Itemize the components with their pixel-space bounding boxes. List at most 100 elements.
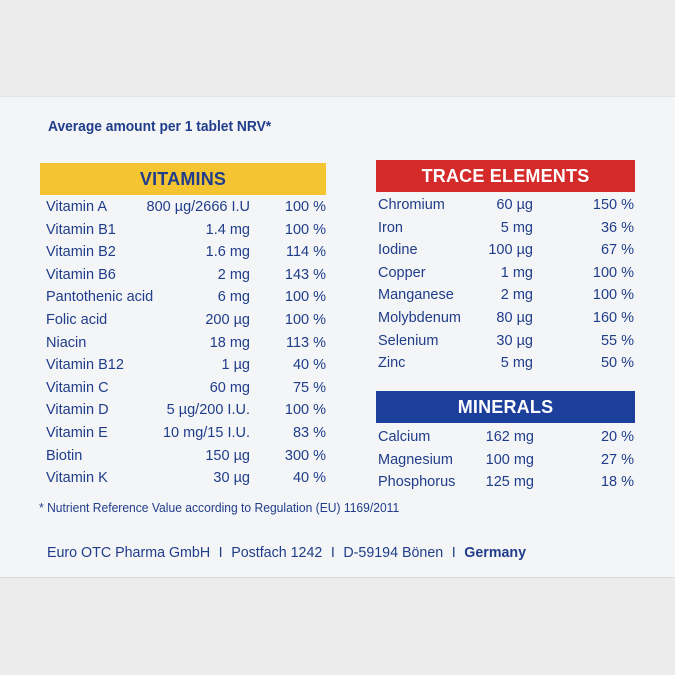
- nutrient-row: Selenium 30 µg 55 %: [378, 333, 634, 355]
- nutrient-nrv: 40 %: [292, 470, 326, 487]
- separator: I: [218, 544, 223, 561]
- nutrient-nrv: 100 %: [284, 221, 326, 238]
- nutrient-nrv: 160 %: [592, 310, 634, 326]
- nutrient-row: Manganese 2 mg 100 %: [378, 287, 634, 309]
- nutrient-name: Vitamin E: [46, 425, 108, 441]
- nutrient-nrv: 36 %: [600, 219, 634, 236]
- company-name: Euro OTC Pharma GmbH: [47, 544, 211, 561]
- nutrient-name: Pantothenic acid: [46, 289, 154, 306]
- manufacturer-address: Euro OTC Pharma GmbH I Postfach 1242 I D-591…: [47, 544, 526, 561]
- nutrient-name: Iodine: [378, 242, 418, 259]
- nutrient-row: Vitamin E 10 mg/15 I.U. 83 %: [46, 425, 326, 447]
- nutrient-nrv: 83 %: [292, 425, 326, 441]
- nutrient-nrv: 55 %: [600, 332, 634, 349]
- nutrient-name: Magnesium: [378, 451, 453, 468]
- nutrient-amount: 800 µg/2666 I.U: [146, 199, 250, 215]
- minerals-header: MINERALS: [376, 391, 635, 423]
- nutrient-row: Calcium 162 mg 20 %: [378, 429, 634, 451]
- nutrient-row: Vitamin C 60 mg 75 %: [46, 380, 326, 402]
- nutrient-name: Vitamin C: [46, 379, 109, 396]
- nutrient-row: Vitamin B2 1.6 mg 114 %: [46, 244, 326, 266]
- nutrient-amount: 100 mg: [485, 451, 534, 468]
- nutrient-name: Vitamin D: [46, 402, 109, 419]
- table-heading: Average amount per 1 tablet NRV*: [48, 118, 272, 135]
- nutrient-amount: 30 µg: [496, 332, 533, 349]
- nutrient-name: Folic acid: [46, 312, 108, 328]
- nutrient-nrv: 150 %: [592, 197, 634, 213]
- nutrient-row: Niacin 18 mg 113 %: [46, 335, 326, 357]
- nutrient-name: Vitamin B12: [46, 357, 124, 374]
- nutrient-amount: 125 mg: [485, 474, 534, 491]
- nutrient-row: Zinc 5 mg 50 %: [378, 355, 634, 377]
- nutrient-name: Biotin: [46, 447, 83, 464]
- nutrient-name: Chromium: [378, 197, 445, 213]
- nutrient-amount: 60 µg: [496, 197, 533, 213]
- nutrient-nrv: 67 %: [600, 242, 634, 259]
- nutrient-name: Iron: [378, 219, 403, 236]
- nutrient-amount: 10 mg/15 I.U.: [162, 425, 250, 441]
- nutrient-amount: 162 mg: [485, 429, 534, 445]
- nutrient-nrv: 300 %: [284, 447, 326, 464]
- nutrient-row: Phosphorus 125 mg 18 %: [378, 474, 634, 496]
- nutrient-nrv: 114 %: [285, 244, 326, 261]
- nutrient-amount: 2 mg: [500, 287, 533, 304]
- nutrient-row: Vitamin A 800 µg/2666 I.U 100 %: [46, 199, 326, 221]
- nutrient-name: Calcium: [378, 429, 431, 445]
- nutrient-row: Vitamin D 5 µg/200 I.U. 100 %: [46, 402, 326, 424]
- nutrient-nrv: 75 %: [292, 379, 326, 396]
- nutrient-row: Copper 1 mg 100 %: [378, 265, 634, 287]
- nutrient-name: Vitamin B2: [46, 244, 116, 261]
- country: Germany: [464, 544, 527, 561]
- nutrient-name: Manganese: [378, 287, 454, 304]
- nutrient-nrv: 18 %: [600, 474, 634, 491]
- nutrient-row: Vitamin B6 2 mg 143 %: [46, 267, 326, 289]
- nutrient-nrv: 20 %: [600, 429, 634, 445]
- nutrient-amount: 60 mg: [209, 379, 250, 396]
- nutrient-name: Vitamin B6: [46, 266, 116, 283]
- nutrient-name: Vitamin B1: [46, 221, 116, 238]
- nutrient-amount: 2 mg: [217, 266, 250, 283]
- nutrient-row: Iron 5 mg 36 %: [378, 220, 634, 242]
- footnote: * Nutrient Reference Value according to …: [39, 500, 400, 515]
- separator: I: [451, 544, 456, 561]
- nutrient-row: Vitamin B12 1 µg 40 %: [46, 357, 326, 379]
- nutrient-name: Copper: [378, 264, 426, 281]
- nutrient-amount: 150 µg: [205, 447, 250, 464]
- nutrient-row: Biotin 150 µg 300 %: [46, 448, 326, 470]
- nutrient-row: Magnesium 100 mg 27 %: [378, 452, 634, 474]
- nutrient-nrv: 113 %: [285, 334, 326, 351]
- vitamins-header: VITAMINS: [40, 163, 326, 195]
- city: D-59194 Bönen: [343, 544, 444, 561]
- nutrient-nrv: 100 %: [592, 287, 634, 304]
- nutrient-amount: 1.4 mg: [205, 221, 250, 238]
- nutrient-amount: 5 µg/200 I.U.: [166, 402, 250, 419]
- nutrient-amount: 5 mg: [500, 219, 533, 236]
- nutrient-row: Vitamin B1 1.4 mg 100 %: [46, 222, 326, 244]
- nutrient-nrv: 100 %: [284, 289, 326, 306]
- nutrient-nrv: 143 %: [284, 266, 326, 283]
- separator: I: [330, 544, 335, 561]
- nutrient-nrv: 40 %: [292, 357, 326, 374]
- nutrient-nrv: 100 %: [592, 264, 634, 281]
- nutrient-amount: 5 mg: [500, 355, 533, 372]
- nutrient-name: Selenium: [378, 332, 439, 349]
- nutrient-nrv: 50 %: [600, 355, 634, 372]
- nutrient-row: Chromium 60 µg 150 %: [378, 197, 634, 219]
- nutrient-amount: 80 µg: [496, 310, 533, 326]
- nutrient-row: Pantothenic acid 6 mg 100 %: [46, 289, 326, 311]
- nutrient-amount: 100 µg: [488, 242, 533, 259]
- nutrient-name: Molybdenum: [378, 310, 462, 326]
- nutrient-amount: 1.6 mg: [205, 244, 250, 261]
- nutrient-name: Vitamin K: [46, 470, 108, 487]
- nutrient-name: Niacin: [46, 334, 87, 351]
- nutrient-row: Molybdenum 80 µg 160 %: [378, 310, 634, 332]
- nutrient-amount: 1 mg: [500, 264, 533, 281]
- nutrient-nrv: 100 %: [284, 402, 326, 419]
- nutrient-amount: 200 µg: [205, 312, 250, 328]
- trace-elements-header: TRACE ELEMENTS: [376, 160, 635, 192]
- nutrient-name: Zinc: [378, 355, 406, 372]
- nutrient-amount: 18 mg: [209, 334, 250, 351]
- nutrient-name: Vitamin A: [46, 199, 107, 215]
- nutrient-nrv: 100 %: [284, 312, 326, 328]
- postbox: Postfach 1242: [231, 544, 323, 561]
